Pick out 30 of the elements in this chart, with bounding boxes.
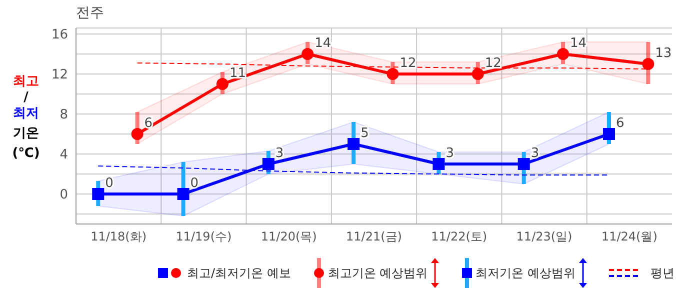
data-label: 11 (229, 66, 246, 81)
x-tick-label: 11/24(월) (601, 230, 658, 244)
legend-label: 최고/최저기온 예보 (187, 264, 291, 282)
y-tick-label: 16 (51, 28, 68, 43)
x-tick-label: 11/20(목) (260, 230, 317, 244)
text: 최저기온 예상범위 (476, 264, 576, 282)
y-tick-label: 8 (60, 108, 68, 123)
y-axis-title: 최고/최저 기온 (℃) (12, 73, 40, 163)
data-label: 0 (105, 176, 114, 191)
x-tick-label: 11/19(수) (176, 230, 232, 244)
y-tick-label: 0 (60, 188, 68, 203)
data-label: 3 (275, 146, 284, 161)
x-tick-label: 11/23(일) (516, 230, 572, 244)
x-tick-label: 11/21(금) (346, 230, 402, 244)
data-label: 3 (530, 146, 540, 161)
data-label: 14 (570, 36, 587, 51)
data-label: 6 (616, 116, 624, 131)
x-tick-label: 11/18(화) (90, 230, 147, 244)
text: 최고기온 예상범위 (328, 264, 428, 282)
data-label: 0 (190, 176, 199, 191)
chart-title: 전주 (76, 4, 104, 22)
y-tick-label: 12 (51, 68, 68, 83)
data-label: 3 (446, 146, 454, 161)
x-tick-label: 11/22(토) (431, 230, 488, 244)
legend-label: 평년 (650, 264, 675, 282)
data-label: 12 (484, 56, 502, 71)
y-tick-label: 4 (60, 148, 68, 163)
data-label: 13 (655, 46, 672, 61)
data-label: 14 (314, 36, 332, 51)
data-label: 5 (360, 126, 369, 141)
